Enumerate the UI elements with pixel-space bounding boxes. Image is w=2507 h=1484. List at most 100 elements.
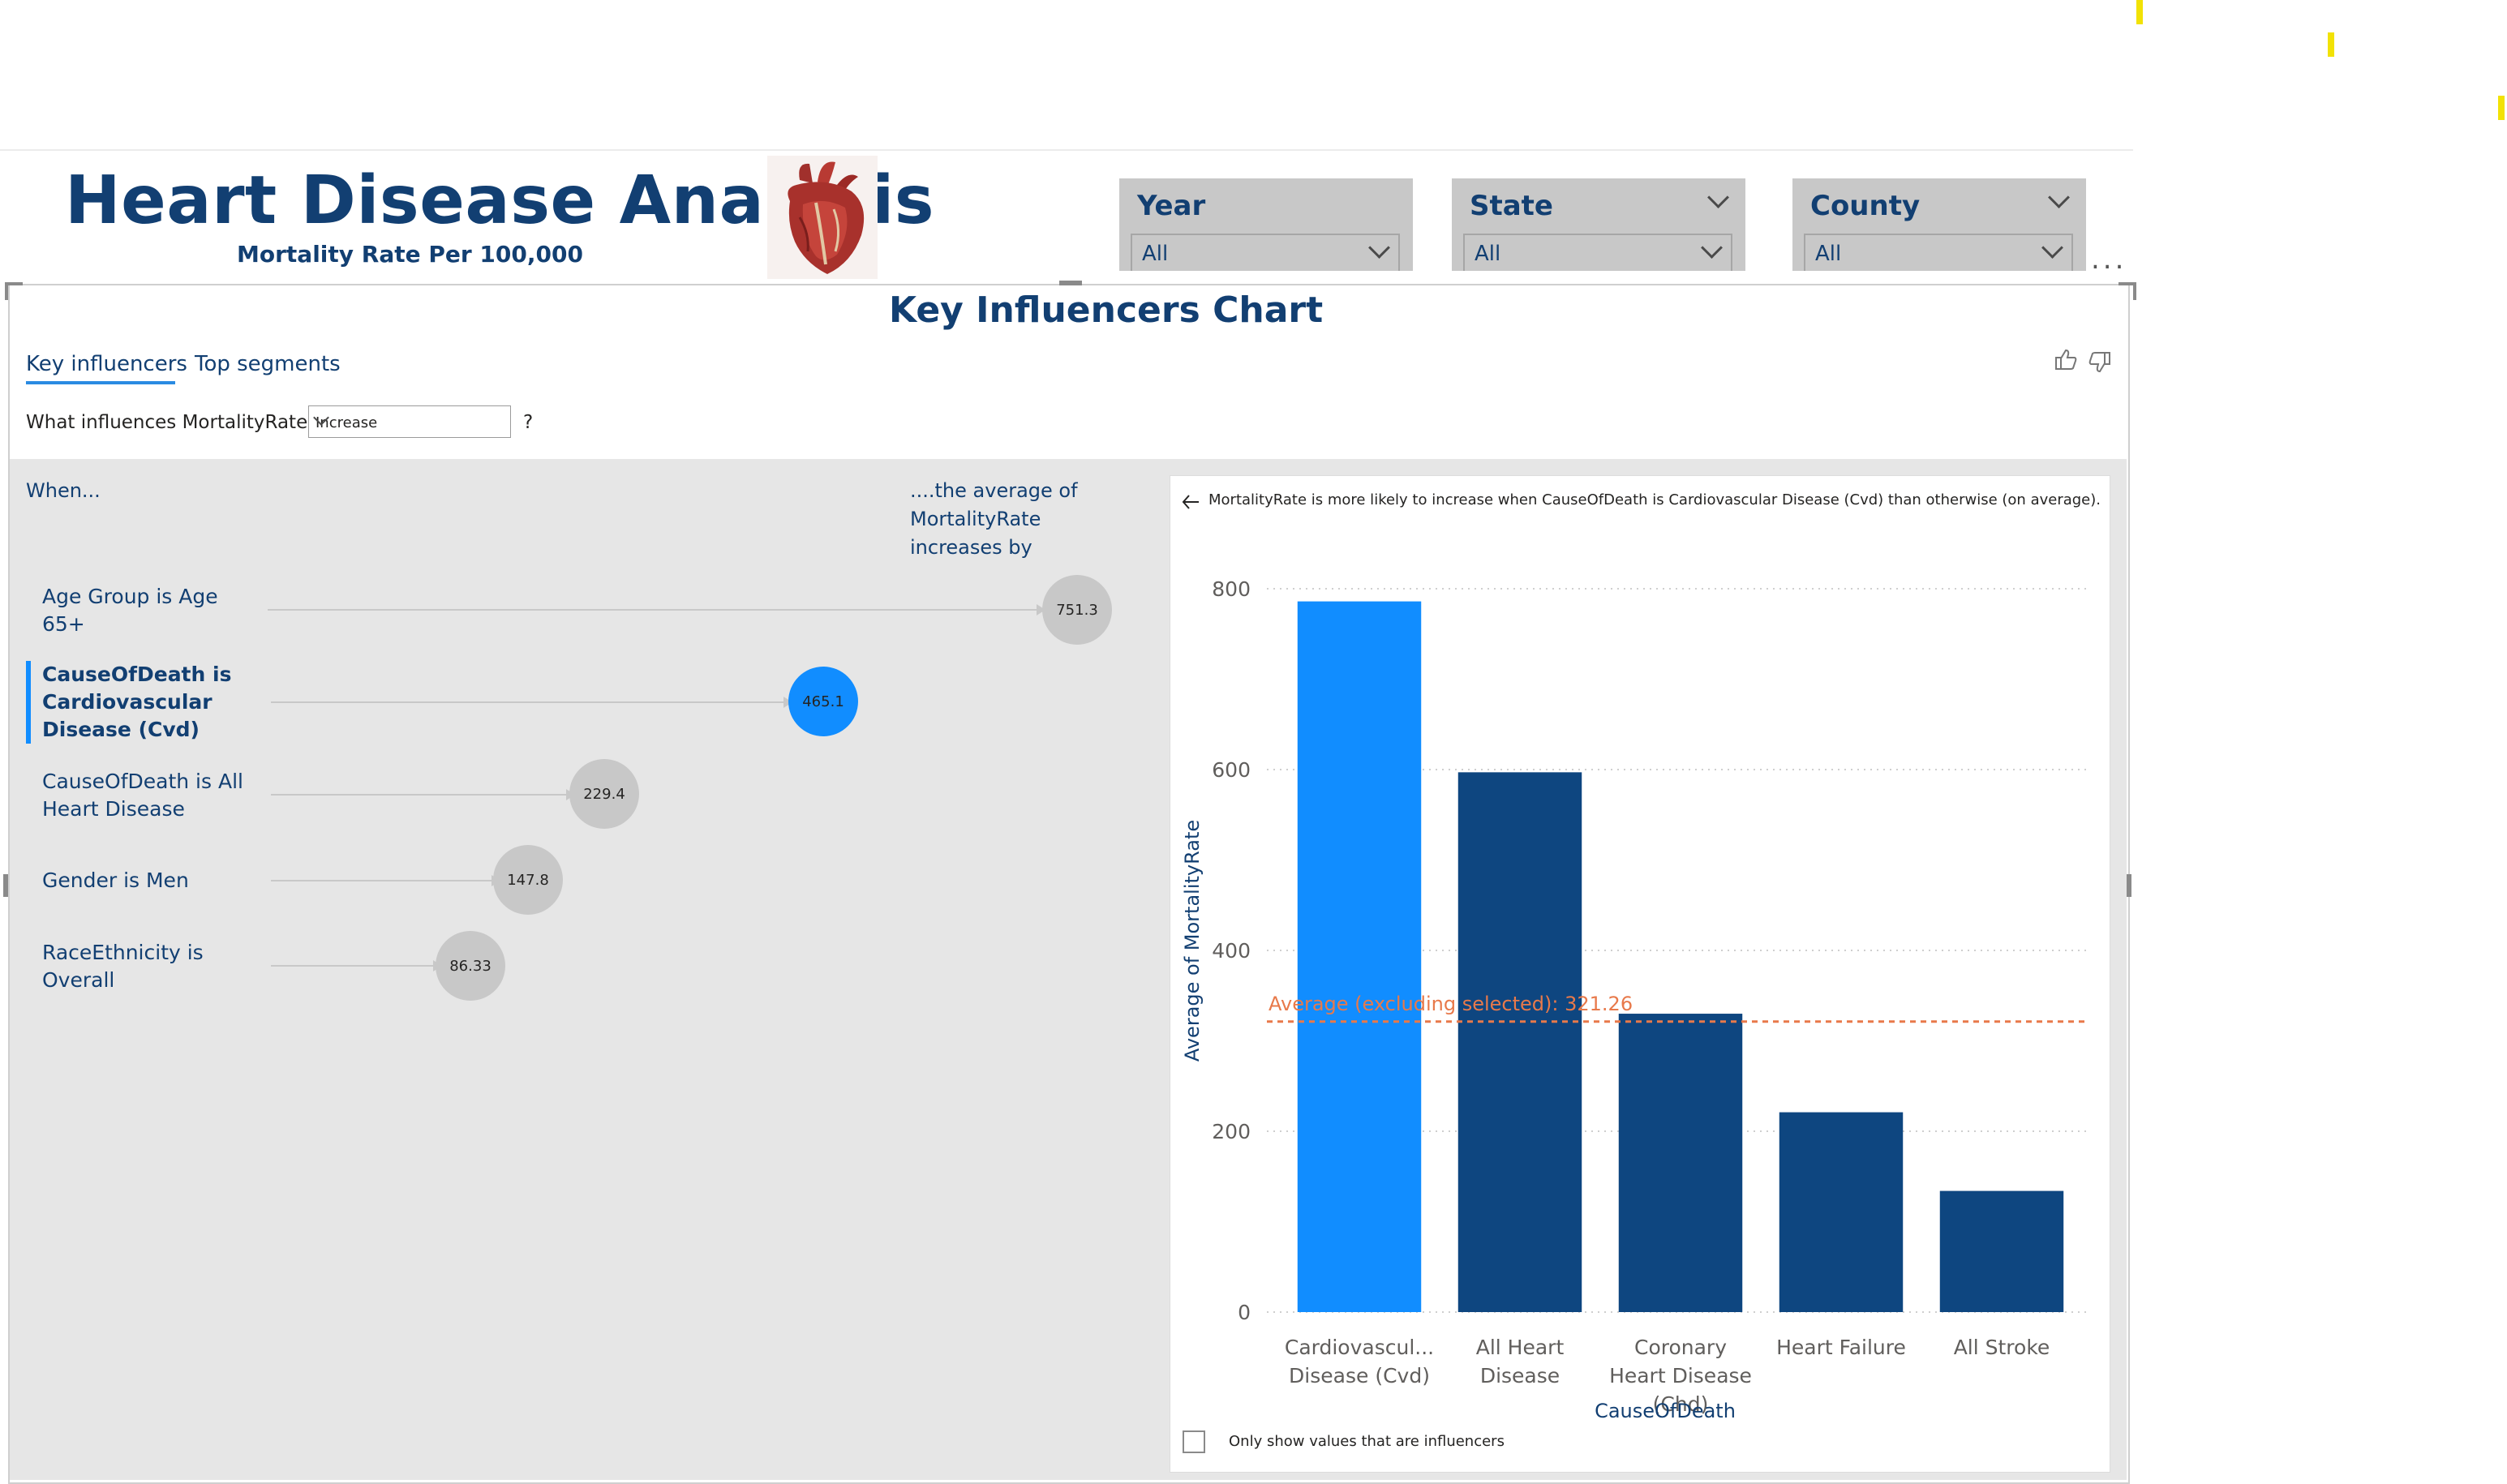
selection-marker: [2498, 96, 2505, 120]
influencer-connector: [271, 701, 790, 703]
influencer-label-line: Heart Disease: [42, 797, 185, 821]
y-tick-label: 0: [1238, 1301, 1251, 1324]
thumbs-up-icon[interactable]: [2054, 347, 2078, 377]
influencer-explanation: MortalityRate is more likely to increase…: [1208, 491, 2101, 508]
influencers-panel: [10, 459, 1170, 1480]
influencer-label-line: CauseOfDeath is: [42, 663, 232, 686]
tab-top-segments[interactable]: Top segments: [195, 352, 341, 376]
average-header-line: ....the average of: [910, 479, 1078, 502]
resize-handle[interactable]: [2127, 874, 2131, 897]
bar[interactable]: [1779, 1112, 1904, 1312]
influencer-label-line: CauseOfDeath is All: [42, 770, 243, 793]
influencer-connector: [271, 965, 440, 967]
y-tick-label: 600: [1212, 758, 1251, 782]
thumbs-down-icon[interactable]: [2088, 350, 2112, 380]
resize-corner[interactable]: [2119, 282, 2136, 300]
slicer-year-value: All: [1142, 242, 1169, 266]
average-header-line: increases by: [910, 536, 1032, 559]
reference-line-label: Average (excluding selected): 321.26: [1269, 993, 1633, 1015]
chevron-down-icon[interactable]: [1707, 187, 1729, 208]
resize-handle[interactable]: [1059, 281, 1082, 285]
slicer-year[interactable]: Year All: [1119, 178, 1413, 271]
chevron-down-icon: [1368, 237, 1390, 259]
arrow-icon: [783, 697, 792, 708]
influencer-label[interactable]: Age Group is Age 65+: [42, 583, 218, 638]
direction-select-value: Increase: [316, 414, 378, 431]
influencer-label-line: Overall: [42, 968, 115, 992]
back-arrow-icon[interactable]: [1181, 493, 1200, 514]
x-tick-label: Heart Disease: [1609, 1364, 1752, 1387]
influencer-bubble[interactable]: 465.1: [788, 667, 858, 736]
influencer-connector: [271, 794, 573, 796]
x-tick-label: Disease (Cvd): [1289, 1364, 1430, 1387]
active-tab-indicator: [26, 381, 175, 384]
influencer-bubble[interactable]: 147.8: [493, 845, 563, 915]
slicer-year-label: Year: [1137, 190, 1206, 222]
influencer-bubble[interactable]: 86.33: [436, 931, 505, 1001]
influencer-label-line: 65+: [42, 612, 85, 636]
influencer-label-line: Age Group is Age: [42, 585, 218, 608]
influencers-only-checkbox[interactable]: [1183, 1430, 1205, 1453]
influencer-connector: [271, 880, 498, 881]
tab-key-influencers[interactable]: Key influencers: [26, 352, 187, 376]
slicer-state-dropdown[interactable]: All: [1463, 234, 1732, 271]
influencer-label-line: RaceEthnicity is: [42, 941, 204, 964]
average-header: ....the average of MortalityRate increas…: [910, 477, 1078, 562]
slicer-year-dropdown[interactable]: All: [1131, 234, 1400, 271]
slicer-county-label: County: [1810, 190, 1921, 222]
x-axis-title: CauseOfDeath: [1595, 1400, 1736, 1422]
slicer-state-value: All: [1475, 242, 1501, 266]
x-tick-label: Heart Failure: [1776, 1336, 1906, 1359]
more-options-icon[interactable]: ...: [2091, 243, 2127, 276]
influencer-label[interactable]: RaceEthnicity is Overall: [42, 939, 204, 994]
y-axis-title: Average of MortalityRate: [1181, 820, 1204, 1062]
x-tick-label: (Chd): [1653, 1392, 1709, 1416]
x-tick-label: Cardiovascul...: [1285, 1336, 1434, 1359]
influencers-only-label: Only show values that are influencers: [1229, 1433, 1505, 1450]
visual-title: Key Influencers Chart: [889, 290, 1324, 331]
influencer-connector: [268, 609, 1043, 611]
report-subtitle: Mortality Rate Per 100,000: [237, 241, 583, 268]
question-text: What influences MortalityRate to: [26, 412, 333, 433]
bar[interactable]: [1457, 772, 1582, 1312]
influencer-label[interactable]: CauseOfDeath is All Heart Disease: [42, 768, 243, 823]
resize-handle[interactable]: [3, 874, 8, 897]
average-header-line: MortalityRate: [910, 508, 1041, 530]
heart-anatomy-icon: [767, 156, 878, 279]
y-tick-label: 400: [1212, 939, 1251, 963]
influencer-label-line: Gender is Men: [42, 869, 189, 892]
bar[interactable]: [1939, 1190, 2064, 1312]
influencer-bubble[interactable]: 751.3: [1042, 575, 1112, 645]
influencer-label[interactable]: CauseOfDeath is Cardiovascular Disease (…: [42, 661, 231, 744]
y-tick-label: 200: [1212, 1120, 1251, 1143]
slicer-state[interactable]: State All: [1452, 178, 1745, 271]
chevron-down-icon: [1701, 237, 1723, 259]
x-tick-label: Disease: [1480, 1364, 1560, 1387]
influencer-bubble[interactable]: 229.4: [569, 759, 639, 829]
selected-indicator: [26, 661, 31, 744]
direction-select[interactable]: Increase: [308, 405, 511, 438]
bar[interactable]: [1297, 601, 1422, 1312]
slicer-county[interactable]: County All: [1792, 178, 2086, 271]
selection-marker: [2136, 0, 2143, 24]
x-tick-label: All Stroke: [1954, 1336, 2050, 1359]
chevron-down-icon: [2041, 237, 2063, 259]
slicer-county-value: All: [1815, 242, 1842, 266]
x-tick-label: All Heart: [1476, 1336, 1565, 1359]
influencer-label[interactable]: Gender is Men: [42, 867, 189, 894]
help-icon[interactable]: ?: [523, 412, 534, 433]
influencer-label-line: Disease (Cvd): [42, 718, 200, 741]
x-tick-label: Coronary: [1634, 1336, 1727, 1359]
slicer-state-label: State: [1470, 190, 1553, 222]
top-divider: [0, 149, 2133, 151]
cause-of-death-bar-chart: 0 200 400 600 800 Cardiovascul... Disease (Cv…: [1181, 577, 2086, 1422]
y-tick-label: 800: [1212, 577, 1251, 601]
resize-corner[interactable]: [5, 282, 23, 300]
selection-marker: [2328, 32, 2334, 57]
influencer-label-line: Cardiovascular: [42, 690, 212, 714]
slicer-county-dropdown[interactable]: All: [1804, 234, 2073, 271]
chevron-down-icon[interactable]: [2048, 187, 2070, 208]
arrow-icon: [1037, 604, 1045, 615]
bar[interactable]: [1618, 1014, 1743, 1312]
when-header: When...: [26, 479, 101, 502]
